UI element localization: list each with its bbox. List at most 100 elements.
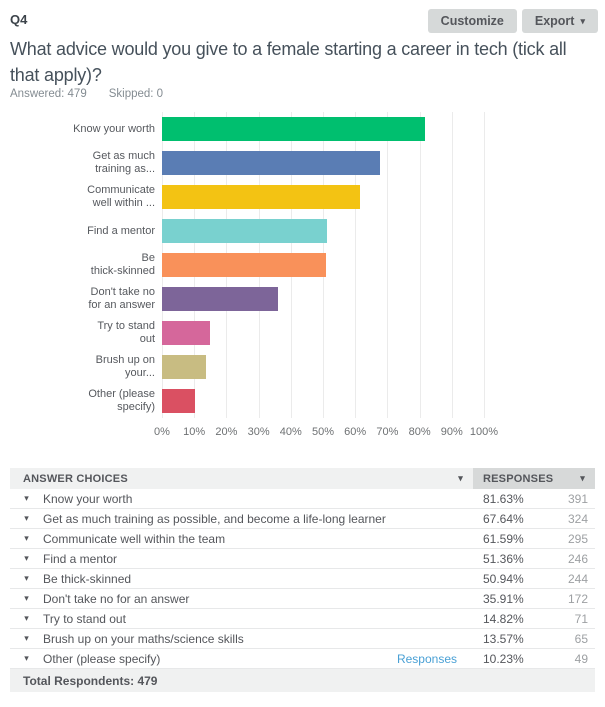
table-header: ANSWER CHOICES ▾ RESPONSES ▾ xyxy=(10,468,595,489)
row-expand-caret-icon[interactable]: ▾ xyxy=(24,593,29,603)
answer-label: Be thick-skinned xyxy=(43,571,132,586)
row-expand-caret-icon[interactable]: ▾ xyxy=(24,653,29,663)
row-expand-caret-icon[interactable]: ▾ xyxy=(24,573,29,583)
response-count: 295 xyxy=(567,531,588,546)
table-row: ▾ Other (please specify) Responses 10.23% 49 xyxy=(10,649,595,669)
chart-category-label: Try to stand out xyxy=(97,320,155,345)
chart-category-label: Other (please specify) xyxy=(88,388,155,413)
x-axis-tick: 70% xyxy=(376,426,399,438)
response-count: 65 xyxy=(574,631,588,646)
x-axis-tick: 50% xyxy=(311,426,335,438)
table-row: ▾ Be thick-skinned 50.94% 244 xyxy=(10,569,595,589)
x-axis-tick: 90% xyxy=(440,426,463,438)
chart-category-label: Know your worth xyxy=(73,122,155,135)
x-axis-tick: 80% xyxy=(408,426,431,438)
table-row: ▾ Communicate well within the team 61.59% 2… xyxy=(10,529,595,549)
chart-gridline xyxy=(419,112,421,418)
chart-category-labels: Know your worth Get as much training as..… xyxy=(0,112,155,418)
response-count: 324 xyxy=(567,511,588,526)
row-expand-caret-icon[interactable]: ▾ xyxy=(24,633,29,643)
x-axis-tick: 60% xyxy=(344,426,367,438)
chart-bar xyxy=(162,321,210,345)
chart-x-axis: 0% 10% 20% 30% 40% 50% 60% 70% 80% 90% 100% xyxy=(154,426,498,442)
export-button[interactable]: Export ▾ xyxy=(521,9,598,33)
response-count: 172 xyxy=(567,591,588,606)
percent-value: 10.23% xyxy=(483,651,524,666)
skipped-count: Skipped: 0 xyxy=(108,88,164,100)
chart-bar xyxy=(162,355,206,379)
percent-value: 81.63% xyxy=(483,491,524,506)
chart-gridline xyxy=(387,112,389,418)
row-expand-caret-icon[interactable]: ▾ xyxy=(24,613,29,623)
answer-label: Try to stand out xyxy=(43,611,126,626)
answer-label: Communicate well within the team xyxy=(43,531,226,546)
table-row: ▾ Brush up on your maths/science skills 13… xyxy=(10,629,595,649)
results-table: ANSWER CHOICES ▾ RESPONSES ▾ ▾ Know your … xyxy=(10,468,595,692)
answer-label: Brush up on your maths/science skills xyxy=(43,631,244,646)
chart-gridline xyxy=(484,112,485,418)
row-expand-caret-icon[interactable]: ▾ xyxy=(24,513,29,523)
chart-gridline xyxy=(355,112,357,418)
x-axis-tick: 10% xyxy=(183,426,206,438)
header-buttons: Customize Export ▾ xyxy=(427,9,598,33)
x-axis-tick: 30% xyxy=(247,426,270,438)
x-axis-tick: 100% xyxy=(469,426,499,438)
chart-category-label: Be thick-skinned xyxy=(90,252,155,277)
answer-label: Find a mentor xyxy=(43,551,118,566)
column-header-answer-choices: ANSWER CHOICES ▾ xyxy=(10,468,473,489)
x-axis-tick: 0% xyxy=(154,426,170,438)
chart-category-label: Get as much training as... xyxy=(92,150,155,175)
answer-label: Other (please specify) xyxy=(43,651,161,666)
chart-category-label: Brush up on your... xyxy=(95,354,155,379)
chart-bar xyxy=(162,219,328,243)
response-count: 49 xyxy=(574,651,588,666)
percent-value: 61.59% xyxy=(483,531,524,546)
table-row: ▾ Try to stand out 14.82% 71 xyxy=(10,609,595,629)
chart-bar xyxy=(162,117,425,141)
percent-value: 35.91% xyxy=(483,591,524,606)
table-row: ▾ Get as much training as possible, and b… xyxy=(10,509,595,529)
row-expand-caret-icon[interactable]: ▾ xyxy=(24,553,29,563)
bar-chart: Know your worth Get as much training as..… xyxy=(0,112,605,447)
percent-value: 67.64% xyxy=(483,511,524,526)
table-row: ▾ Know your worth 81.63% 391 xyxy=(10,489,595,509)
export-button-label: Export xyxy=(534,14,575,28)
question-number: Q4 xyxy=(10,12,28,27)
customize-button[interactable]: Customize xyxy=(427,9,517,33)
answer-choices-sort-caret-icon[interactable]: ▾ xyxy=(458,473,463,483)
table-body: ▾ Know your worth 81.63% 391 ▾ Get as much tr… xyxy=(10,489,595,669)
column-header-responses: RESPONSES ▾ xyxy=(473,468,595,489)
table-row: ▾ Don't take no for an answer 35.91% 172 xyxy=(10,589,595,609)
response-count: 246 xyxy=(567,551,588,566)
row-expand-caret-icon[interactable]: ▾ xyxy=(24,493,29,503)
question-title: What advice would you give to a female s… xyxy=(10,39,567,85)
chart-plot xyxy=(162,112,485,418)
total-respondents: Total Respondents: 479 xyxy=(23,673,158,688)
response-count: 244 xyxy=(567,571,588,586)
percent-value: 50.94% xyxy=(483,571,524,586)
answer-label: Don't take no for an answer xyxy=(43,591,190,606)
chart-category-label: Communicate well within ... xyxy=(87,184,155,209)
table-row: ▾ Find a mentor 51.36% 246 xyxy=(10,549,595,569)
response-stats: Answered: 479 Skipped: 0 xyxy=(10,88,185,100)
answer-label: Get as much training as possible, and be… xyxy=(43,511,386,526)
responses-sort-caret-icon[interactable]: ▾ xyxy=(580,473,585,483)
percent-value: 14.82% xyxy=(483,611,524,626)
export-caret-icon: ▾ xyxy=(580,15,585,26)
responses-link[interactable]: Responses xyxy=(396,651,457,666)
chart-bar xyxy=(162,185,361,209)
answer-label: Know your worth xyxy=(43,491,133,506)
chart-bar xyxy=(162,389,195,413)
percent-value: 51.36% xyxy=(483,551,524,566)
response-count: 391 xyxy=(567,491,588,506)
answered-count: Answered: 479 xyxy=(10,88,87,100)
chart-category-label: Find a mentor xyxy=(87,224,155,237)
chart-bar xyxy=(162,151,380,175)
chart-bar xyxy=(162,287,278,311)
row-expand-caret-icon[interactable]: ▾ xyxy=(24,533,29,543)
response-count: 71 xyxy=(574,611,588,626)
chart-bar xyxy=(162,253,327,277)
x-axis-tick: 20% xyxy=(215,426,238,438)
chart-category-label: Don't take no for an answer xyxy=(88,286,155,311)
